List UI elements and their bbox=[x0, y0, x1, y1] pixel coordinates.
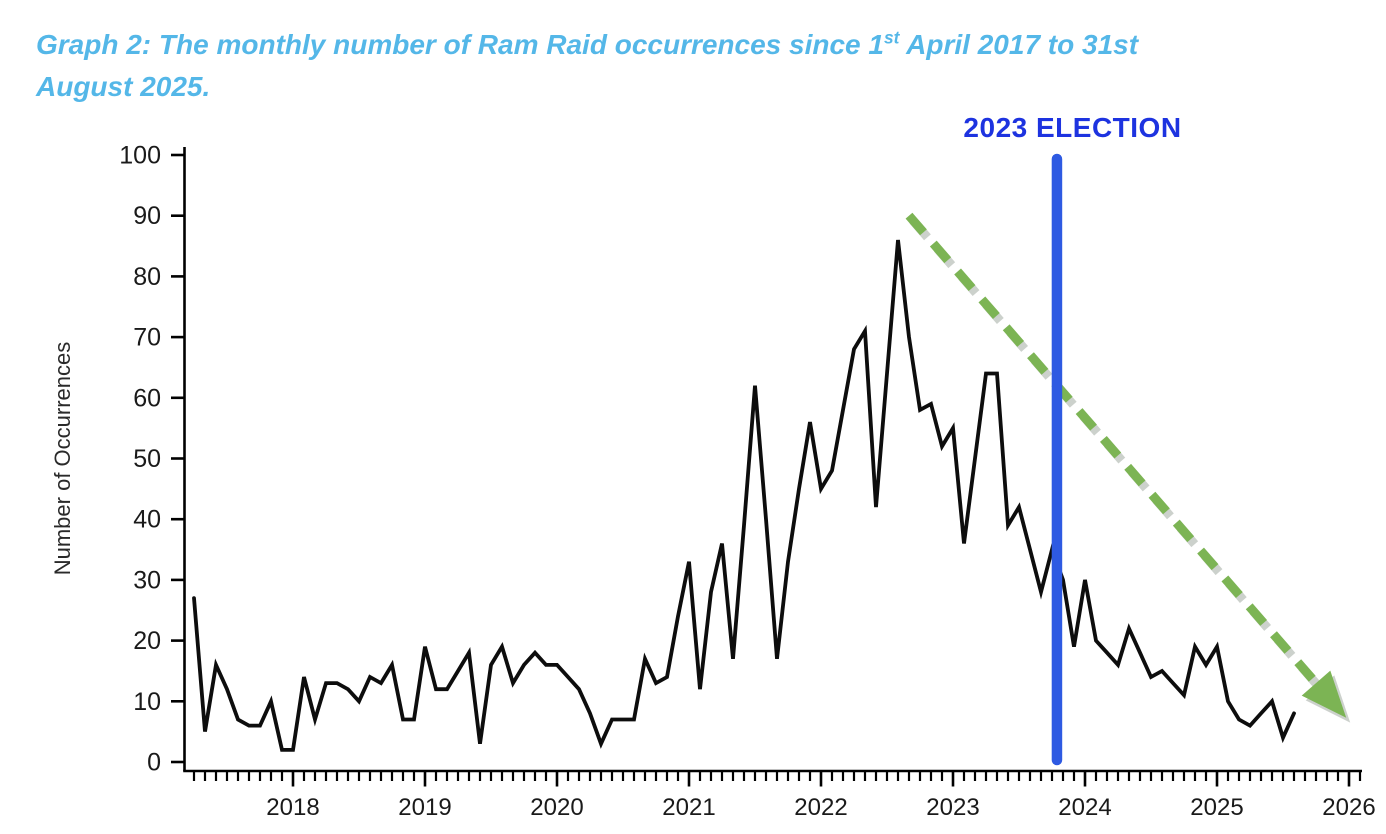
chart-title-line1: Graph 2: The monthly number of Ram Raid … bbox=[36, 27, 1139, 60]
svg-text:100: 100 bbox=[119, 142, 161, 170]
election-annotation-label: 2023 ELECTION bbox=[963, 112, 1182, 143]
svg-text:80: 80 bbox=[133, 263, 161, 291]
occurrences-data-line bbox=[192, 239, 1296, 752]
svg-text:0: 0 bbox=[147, 749, 161, 777]
trend-arrow-dashes bbox=[905, 212, 1320, 687]
y-axis-label: Number of Occurrences bbox=[50, 342, 75, 576]
ordinal-superscript: st bbox=[883, 27, 900, 48]
svg-text:30: 30 bbox=[133, 566, 161, 594]
svg-text:10: 10 bbox=[133, 688, 161, 716]
x-axis-month-ticks bbox=[192, 771, 1362, 781]
svg-text:40: 40 bbox=[133, 506, 161, 534]
x-axis-year-ticks bbox=[291, 771, 1351, 787]
svg-text:90: 90 bbox=[133, 202, 161, 230]
x-axis-tick-labels: 2018 2019 2020 2021 2022 2023 2024 2025 2026 bbox=[266, 794, 1375, 821]
axes bbox=[183, 147, 1362, 773]
y-axis-ticks bbox=[171, 153, 185, 764]
svg-text:50: 50 bbox=[133, 445, 161, 473]
svg-text:2026: 2026 bbox=[1322, 794, 1375, 821]
svg-text:2020: 2020 bbox=[530, 794, 583, 821]
svg-text:60: 60 bbox=[133, 384, 161, 412]
svg-text:2021: 2021 bbox=[662, 794, 715, 821]
trend-arrowhead-icon bbox=[1301, 670, 1347, 718]
svg-text:2019: 2019 bbox=[398, 794, 451, 821]
svg-text:70: 70 bbox=[133, 324, 161, 352]
svg-text:20: 20 bbox=[133, 627, 161, 655]
chart-title-line2: August 2025. bbox=[36, 71, 211, 102]
svg-text:2023: 2023 bbox=[926, 794, 979, 821]
svg-text:2018: 2018 bbox=[266, 794, 319, 821]
svg-text:2024: 2024 bbox=[1058, 794, 1111, 821]
svg-text:2022: 2022 bbox=[794, 794, 847, 821]
svg-text:2025: 2025 bbox=[1190, 794, 1243, 821]
y-axis-tick-labels: 0 10 20 30 40 50 60 70 80 90 100 bbox=[119, 142, 161, 777]
downward-trend-arrow bbox=[905, 212, 1351, 723]
chart-title: Graph 2: The monthly number of Ram Raid … bbox=[36, 24, 1336, 108]
